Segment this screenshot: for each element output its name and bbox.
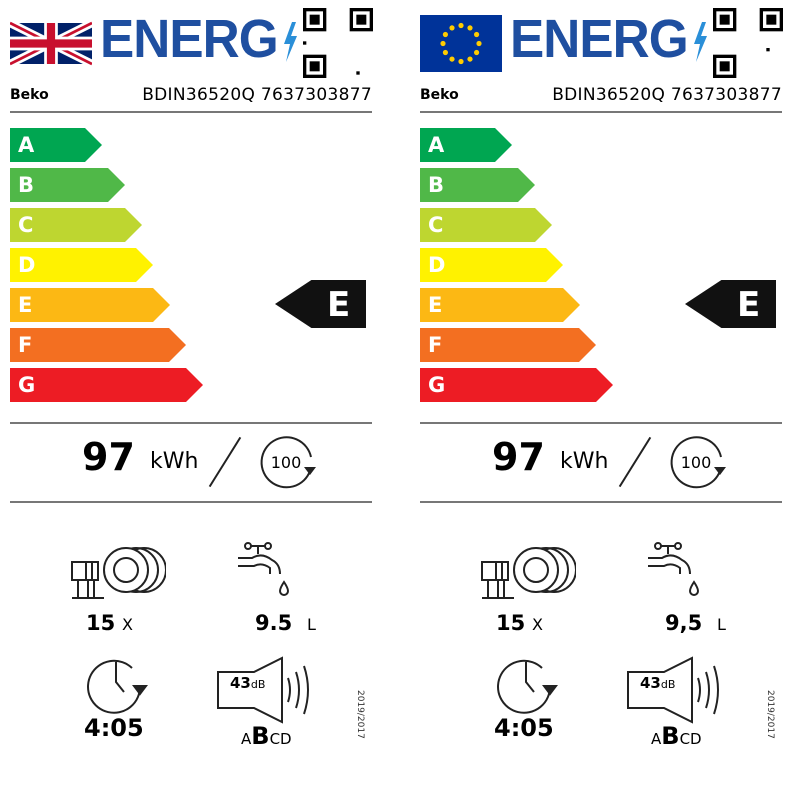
energy-title: ENERG [510,9,689,69]
energy-class-letter: A [428,133,445,157]
divider [420,501,782,503]
flag-icon [8,15,94,72]
energy-class-letter: G [18,373,36,397]
divider [420,111,782,113]
noise-value: 43dB [230,674,265,692]
energy-class-bar-d: D [10,248,153,282]
energy-class-bar-a: A [10,128,102,162]
energy-class-letter: D [18,253,36,277]
energy-title: ENERG [100,9,279,69]
energy-class-bar-a: A [420,128,512,162]
energy-unit: kWh [150,449,199,474]
model-number: BDIN36520Q 7637303877 [552,85,782,105]
noise-unit: dB [660,678,676,691]
dishes-icon [71,547,166,599]
energy-class-letter: F [18,333,33,357]
energy-class-letter: C [428,213,444,237]
noise-class-cd: CD [269,730,292,748]
energy-unit: kWh [560,449,609,474]
noise-db: 43 [640,674,661,692]
energy-consumption: 97 [492,435,545,479]
lightning-icon [694,22,707,62]
energy-class-letter: B [428,173,445,197]
noise-speaker-icon [217,656,309,724]
water-unit: L [717,615,726,634]
duration-value: 4:05 [494,714,554,742]
noise-speaker-icon [627,656,719,724]
energy-class-letter: C [18,213,34,237]
qr-code-icon [303,8,373,78]
energy-class-letter: D [428,253,446,277]
divider [10,422,372,424]
rating-letter: E [327,285,351,325]
noise-value: 43dB [640,674,675,692]
energy-consumption: 97 [82,435,135,479]
energy-class-bar-b: B [10,168,125,202]
water-value: 9.5 [255,611,293,635]
water-tap-icon [648,542,700,596]
energy-class-letter: F [428,333,443,357]
noise-unit: dB [250,678,266,691]
energy-class-letter: A [18,133,35,157]
dishes-icon [481,547,576,599]
model-number: BDIN36520Q 7637303877 [142,85,372,105]
divider [10,501,372,503]
water-value: 9,5 [665,611,703,635]
brand-name: Beko [10,87,49,103]
lightning-icon [284,22,297,62]
divider [420,422,782,424]
place-settings-value: 15 [496,611,526,635]
noise-class-b: B [661,722,680,750]
separator [618,436,652,488]
place-settings-value: 15 [86,611,116,635]
separator [208,436,242,488]
energy-class-bar-b: B [420,168,535,202]
regulation-number: 2019/2017 [355,690,365,739]
water-tap-icon [238,542,290,596]
regulation-number: 2019/2017 [765,690,775,739]
energy-class-bar-g: G [420,368,613,402]
energy-class-bar-c: C [10,208,142,242]
brand-name: Beko [420,87,459,103]
energy-class-letter: B [18,173,35,197]
energy-class-letter: G [428,373,446,397]
noise-class-scale: ABCD [651,722,702,750]
rating-indicator: E [685,280,776,328]
energy-class-letter: E [18,293,33,317]
noise-class-b: B [251,722,270,750]
place-settings-unit: X [532,615,543,634]
duration-value: 4:05 [84,714,144,742]
duration-clock-icon [497,659,558,714]
noise-db: 43 [230,674,251,692]
cycles-value: 100 [680,453,712,472]
energy-class-bar-g: G [10,368,203,402]
rating-letter: E [737,285,761,325]
energy-class-bar-e: E [420,288,580,322]
water-unit: L [307,615,316,634]
noise-class-a: A [651,730,662,748]
energy-class-bar-f: F [420,328,596,362]
noise-class-a: A [241,730,252,748]
energy-class-letter: E [428,293,443,317]
flag-icon [420,15,502,72]
place-settings-unit: X [122,615,133,634]
rating-indicator: E [275,280,366,328]
noise-class-cd: CD [679,730,702,748]
energy-class-bar-d: D [420,248,563,282]
divider [10,111,372,113]
cycles-value: 100 [270,453,302,472]
cycle-icon: 100 [668,433,730,493]
noise-class-scale: ABCD [241,722,292,750]
cycle-icon: 100 [258,433,320,493]
energy-class-bar-c: C [420,208,552,242]
duration-clock-icon [87,659,148,714]
qr-code-icon [713,8,783,78]
energy-class-bar-e: E [10,288,170,322]
energy-class-bar-f: F [10,328,186,362]
